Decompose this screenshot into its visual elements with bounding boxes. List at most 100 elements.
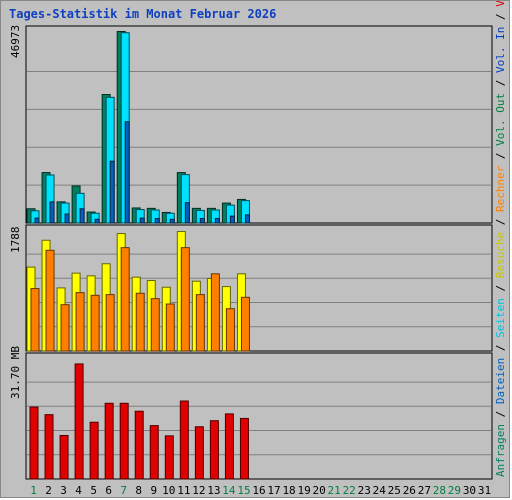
x-tick-12: 12 — [192, 484, 205, 497]
x-tick-24: 24 — [373, 484, 387, 497]
legend-item: Volumen — [494, 1, 507, 7]
bar-volumen-9 — [149, 425, 159, 480]
bar-seiten-3 — [64, 213, 70, 224]
bar-seiten-4 — [79, 208, 85, 224]
bar-seiten-6 — [109, 160, 115, 224]
bar-volumen-10 — [164, 435, 174, 480]
x-tick-27: 27 — [418, 484, 431, 497]
bar-volumen-8 — [134, 410, 144, 480]
bar-rechner-15 — [240, 296, 250, 352]
bar-seiten-5 — [94, 218, 100, 224]
x-tick-21: 21 — [328, 484, 341, 497]
bar-rechner-11 — [180, 247, 190, 352]
bar-volumen-3 — [59, 434, 69, 480]
bar-rechner-6 — [105, 294, 115, 352]
x-tick-5: 5 — [90, 484, 97, 497]
bar-volumen-15 — [239, 417, 249, 480]
bar-rechner-10 — [165, 303, 175, 352]
x-tick-29: 29 — [448, 484, 461, 497]
bar-volumen-1 — [29, 406, 39, 480]
bar-rechner-9 — [150, 298, 160, 352]
bar-volumen-4 — [74, 363, 84, 480]
x-tick-16: 16 — [252, 484, 265, 497]
bar-volumen-12 — [194, 426, 204, 480]
bar-rechner-2 — [45, 249, 55, 352]
legend-item: / — [494, 278, 507, 298]
panel-frame — [25, 224, 493, 352]
legend-item: / — [494, 7, 507, 27]
ymax-label: 31.70 MB — [9, 346, 22, 399]
x-tick-28: 28 — [433, 484, 446, 497]
x-tick-15: 15 — [237, 484, 250, 497]
x-tick-18: 18 — [282, 484, 295, 497]
x-tick-10: 10 — [162, 484, 175, 497]
legend-item: Seiten — [494, 298, 507, 338]
legend-item: Besuche — [494, 232, 507, 278]
x-tick-7: 7 — [120, 484, 127, 497]
x-tick-31: 31 — [478, 484, 491, 497]
bar-rechner-5 — [90, 294, 100, 352]
bar-volumen-11 — [179, 400, 189, 480]
x-tick-20: 20 — [313, 484, 326, 497]
legend-item: / — [494, 73, 507, 93]
x-tick-17: 17 — [267, 484, 280, 497]
x-tick-8: 8 — [135, 484, 142, 497]
bar-seiten-2 — [49, 201, 55, 224]
x-tick-22: 22 — [343, 484, 356, 497]
x-tick-1: 1 — [30, 484, 37, 497]
ymax-label: 46973 — [9, 25, 22, 58]
chart-title: Tages-Statistik im Monat Februar 2026 — [9, 7, 277, 21]
panel-frame — [25, 352, 493, 480]
x-tick-26: 26 — [403, 484, 416, 497]
x-tick-14: 14 — [222, 484, 236, 497]
bar-rechner-7 — [120, 247, 130, 352]
legend-item: / — [494, 404, 507, 424]
x-tick-13: 13 — [207, 484, 220, 497]
x-tick-30: 30 — [463, 484, 476, 497]
bar-rechner-1 — [30, 288, 40, 352]
x-tick-11: 11 — [177, 484, 190, 497]
legend-item: Rechner — [494, 165, 507, 212]
x-tick-23: 23 — [358, 484, 371, 497]
bar-seiten-10 — [169, 218, 175, 224]
bar-rechner-12 — [195, 294, 205, 352]
bar-rechner-3 — [60, 304, 70, 352]
bar-seiten-12 — [199, 218, 205, 224]
legend-item: / — [494, 146, 507, 166]
right-legend: Anfragen / Dateien / Seiten / Besuche / … — [494, 1, 507, 477]
bar-seiten-11 — [184, 202, 190, 224]
bar-volumen-14 — [224, 413, 234, 480]
x-tick-4: 4 — [75, 484, 82, 497]
legend-item: / — [494, 212, 507, 232]
legend-item: Vol. Out — [494, 93, 507, 146]
bar-rechner-14 — [225, 308, 235, 352]
legend-item: Vol. In — [494, 27, 507, 73]
bar-volumen-13 — [209, 420, 219, 480]
bar-rechner-8 — [135, 292, 145, 352]
bar-volumen-2 — [44, 414, 54, 480]
bar-rechner-4 — [75, 292, 85, 352]
x-tick-25: 25 — [388, 484, 401, 497]
bar-rechner-13 — [210, 273, 220, 352]
x-tick-3: 3 — [60, 484, 67, 497]
bar-seiten-13 — [214, 218, 220, 224]
bar-seiten-9 — [154, 218, 160, 224]
x-tick-19: 19 — [297, 484, 310, 497]
ymax-label: 1788 — [9, 227, 22, 254]
bar-seiten-8 — [139, 217, 145, 224]
x-tick-6: 6 — [105, 484, 112, 497]
legend-item: Dateien — [494, 358, 507, 404]
panel-frame — [25, 25, 493, 224]
x-tick-2: 2 — [45, 484, 52, 497]
legend-item: / — [494, 338, 507, 358]
bar-volumen-7 — [119, 402, 129, 480]
bar-seiten-1 — [34, 217, 40, 224]
bar-seiten-15 — [244, 214, 250, 224]
legend-item: Anfragen — [494, 424, 507, 477]
x-tick-9: 9 — [150, 484, 157, 497]
bar-volumen-5 — [89, 421, 99, 480]
bar-seiten-14 — [229, 215, 235, 224]
bar-volumen-6 — [104, 402, 114, 480]
